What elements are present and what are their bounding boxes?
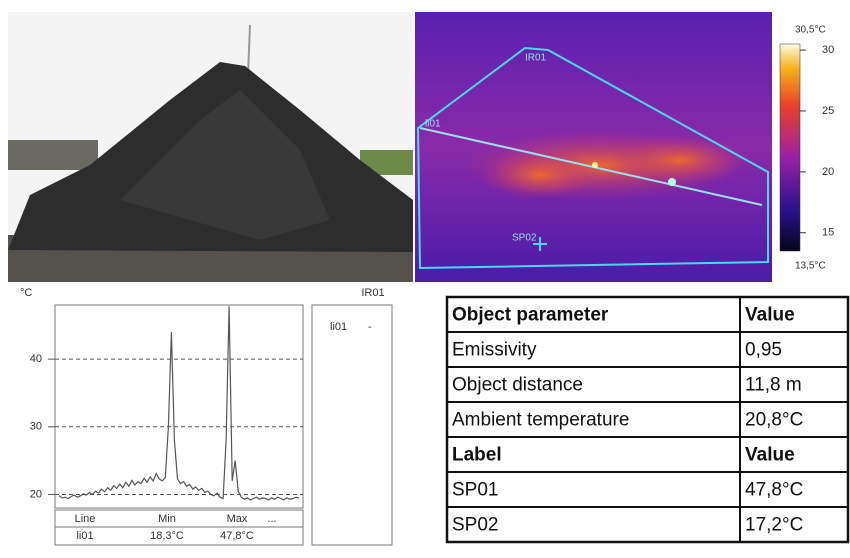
photo (8, 12, 413, 282)
table-cell: 0,95 (745, 340, 782, 361)
chart-title: IR01 (361, 287, 384, 299)
legend-frame (312, 305, 392, 545)
summary-header: Line (75, 513, 96, 525)
summary-header: Min (158, 513, 176, 525)
colorbar-tick-label: 20 (822, 166, 834, 178)
spot-label: SP02 (512, 233, 537, 244)
colorbar-min-label: 13,5°C (795, 261, 826, 272)
legend-entry: li01 (330, 321, 347, 333)
table-header: Object parameter (452, 305, 609, 326)
summary-cell: 47,8°C (220, 530, 254, 542)
y-tick-label: 30 (30, 421, 42, 433)
table-header: Value (745, 445, 795, 466)
parameter-table: Object parameter Value Emissivity 0,95 Objec… (447, 297, 848, 542)
line-label: li01 (425, 119, 441, 130)
table-header: Label (452, 445, 502, 466)
table-cell: 47,8°C (745, 480, 803, 501)
y-axis-label: °C (20, 287, 32, 299)
table-cell: Ambient temperature (452, 410, 629, 431)
table-cell: 20,8°C (745, 410, 803, 431)
colorbar-tick-label: 30 (822, 44, 834, 56)
summary-header: Max (227, 513, 248, 525)
summary-cell: li01 (76, 530, 93, 542)
table-cell: Object distance (452, 375, 583, 396)
area-label: IR01 (525, 53, 547, 64)
plot-frame (55, 305, 303, 508)
table-cell: Emissivity (452, 340, 537, 361)
colorbar-tick-label: 15 (822, 227, 834, 239)
report: IR01 li01 SP02 °C IR01 li01 - Object par… (0, 0, 850, 553)
thermal-image: IR01 li01 SP02 (415, 12, 850, 282)
colorbar (780, 44, 800, 251)
profile-line (59, 306, 299, 500)
summary-cell: 18,3°C (150, 530, 184, 542)
table-cell: SP01 (452, 480, 498, 501)
colorbar-max-label: 30,5°C (795, 25, 826, 36)
colorbar-tick-label: 25 (822, 105, 834, 117)
table-header: Value (745, 305, 795, 326)
summary-header: ... (267, 513, 276, 525)
y-tick-label: 40 (30, 353, 42, 365)
table-cell: 17,2°C (745, 515, 803, 536)
y-tick-label: 20 (30, 488, 42, 500)
table-cell: 11,8 m (745, 375, 802, 396)
legend-value: - (368, 321, 372, 333)
table-cell: SP02 (452, 515, 498, 536)
